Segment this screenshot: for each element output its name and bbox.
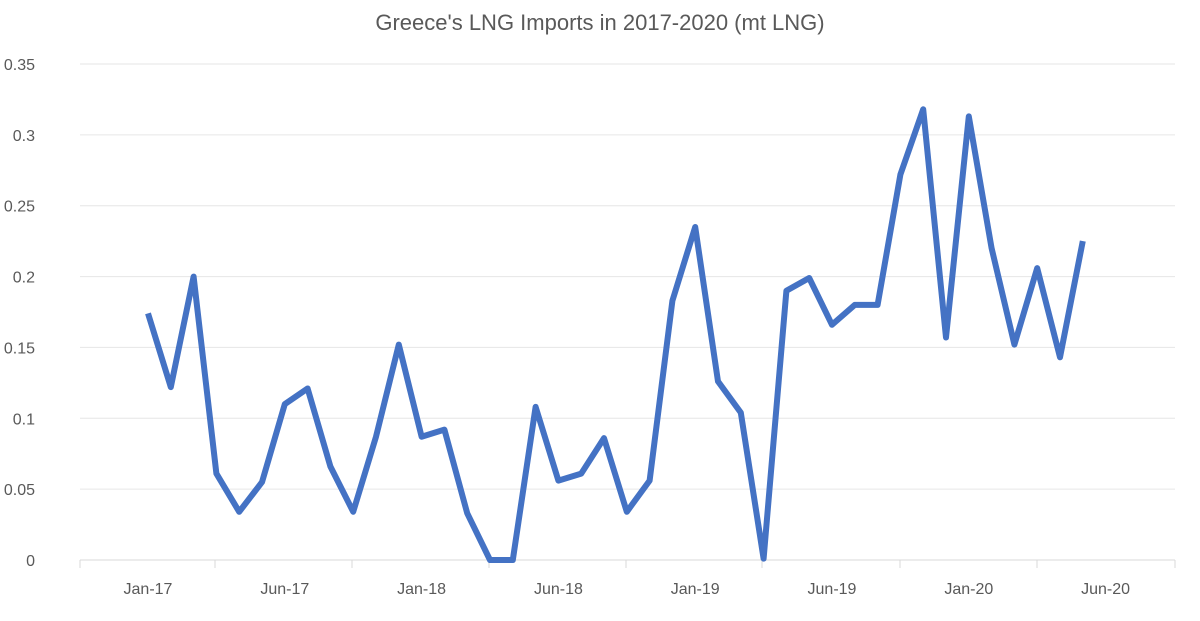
series-layer xyxy=(145,106,1086,563)
x-tick-label: Jun-20 xyxy=(1081,581,1130,598)
y-tick-label: 0 xyxy=(26,553,35,570)
chart-title: Greece's LNG Imports in 2017-2020 (mt LN… xyxy=(375,10,824,35)
y-tick-label: 0.15 xyxy=(4,340,35,357)
x-tick-label: Jun-17 xyxy=(260,581,309,598)
x-axis: Jan-17 Jun-17 Jan-18 Jun-18 Jan-19 Jun-19 Jan-… xyxy=(79,559,1176,598)
x-tick-label: Jan-19 xyxy=(671,581,720,598)
x-tick-label: Jun-18 xyxy=(534,581,583,598)
y-tick-label: 0.35 xyxy=(4,57,35,74)
series-line-1 xyxy=(145,106,1086,563)
y-tick-label: 0.2 xyxy=(13,270,35,287)
x-tick-label: Jan-17 xyxy=(124,581,173,598)
y-tick-label: 0.25 xyxy=(4,199,35,216)
x-tick-label: Jun-19 xyxy=(808,581,857,598)
y-axis: 0 0.05 0.1 0.15 0.2 0.25 0.3 0.35 xyxy=(4,57,35,570)
x-tick-label: Jan-18 xyxy=(397,581,446,598)
gridlines xyxy=(80,63,1175,490)
y-tick-label: 0.05 xyxy=(4,482,35,499)
y-tick-label: 0.3 xyxy=(13,128,35,145)
y-tick-label: 0.1 xyxy=(13,411,35,428)
x-tick-label: Jan-20 xyxy=(944,581,993,598)
